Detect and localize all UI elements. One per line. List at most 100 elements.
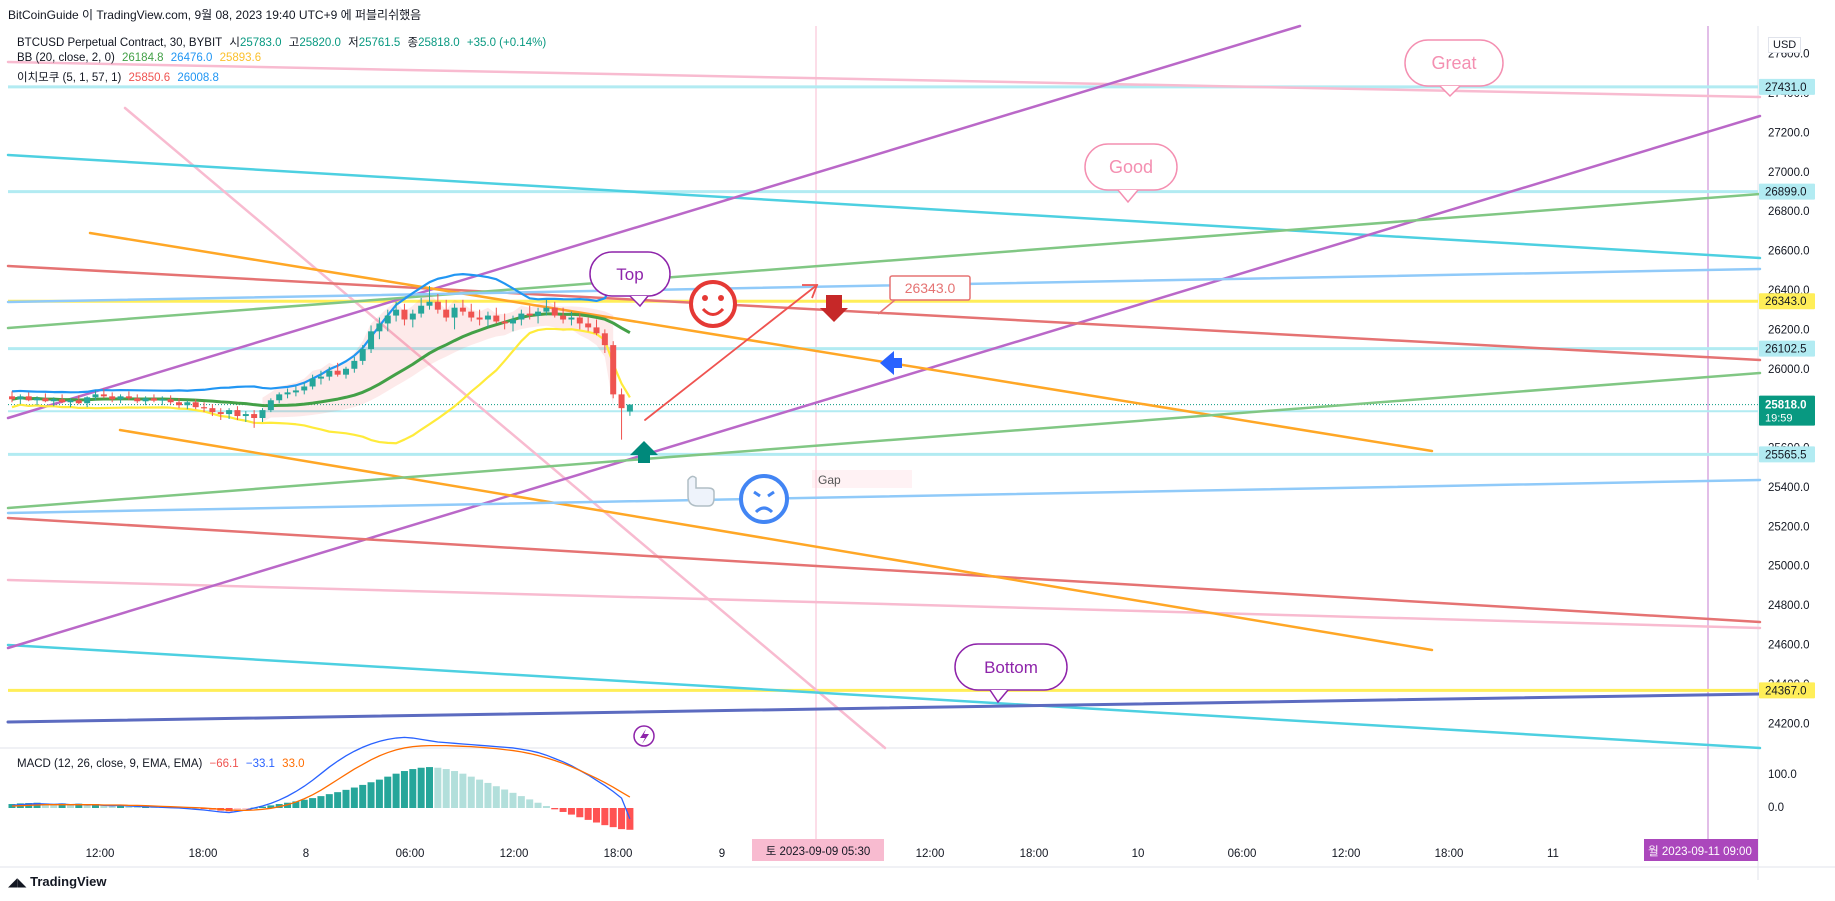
price-level-tag-text: 26102.5 [1765, 344, 1807, 356]
pink-lower-line [6, 578, 1762, 630]
price-level-tag-text: 26343.0 [1765, 296, 1807, 308]
price-level-tag: 24367.0 [1759, 682, 1815, 699]
price-tick-label: 24200.0 [1768, 718, 1810, 730]
price-level-tag-text: 26899.0 [1765, 187, 1807, 199]
macd-histogram-bar [292, 801, 300, 808]
cyan-lower-line [6, 643, 1762, 750]
macd-histogram-bar [601, 808, 609, 826]
candle-body [84, 397, 91, 404]
time-tick-label: 11 [1547, 848, 1559, 860]
bb-basis-value: 26184.8 [122, 52, 164, 64]
pink-resistance-line [6, 60, 1762, 99]
price-level-tag: 26102.5 [1759, 340, 1815, 357]
candle-body [535, 311, 542, 316]
top-bubble-tail [629, 295, 649, 308]
candle-body [42, 398, 49, 402]
time-tick-label: 06:00 [396, 848, 425, 860]
projection-arrow-head [802, 284, 819, 299]
candle-body [267, 400, 274, 411]
left-arrow-icon [880, 351, 902, 375]
candle-body [67, 400, 74, 403]
macd-histogram-bar [609, 808, 617, 828]
candle-body [601, 333, 608, 346]
candle-body [576, 317, 583, 324]
chart-grid [0, 26, 1835, 880]
candle-body [551, 307, 558, 316]
candle-body [501, 321, 508, 324]
candle-body [518, 313, 525, 320]
candle-body [17, 396, 24, 400]
candle-body [418, 305, 425, 314]
ichimoku-legend[interactable]: 이치모쿠 (5, 1, 57, 1) 25850.6 26008.8 [17, 69, 223, 85]
candle-body [510, 319, 516, 324]
tradingview-logo[interactable]: ◢◣ TradingView [8, 874, 106, 889]
time-tick-label: 18:00 [604, 848, 633, 860]
up-arrow-icon [630, 441, 658, 463]
bb-lower-band [11, 327, 631, 445]
time-tick-label: 8 [303, 848, 309, 860]
time-axis[interactable]: 12:00 18:00 8 06:00 12:00 18:00 9 06:00 12:00 18:… [86, 839, 1758, 861]
macd-legend[interactable]: MACD (12, 26, close, 9, EMA, EMA) −66.1 … [17, 758, 309, 770]
price-level-tag-text: 25565.5 [1765, 449, 1807, 461]
bb-label: BB (20, close, 2, 0) [17, 52, 115, 64]
macd-histogram-bar [467, 776, 475, 808]
macd-histogram-bar [417, 767, 425, 808]
price-axis[interactable]: 27600.027400.027200.027000.026800.026600… [1759, 49, 1815, 814]
crosshair-date-tag-2-bg [1644, 839, 1758, 861]
candle-body [526, 313, 533, 316]
candle-body [459, 307, 466, 312]
candle-body [434, 301, 441, 310]
time-tick-label: 06:00 [1228, 848, 1257, 860]
price-tick-label: 24800.0 [1768, 600, 1810, 612]
price-level-tag-text: 24367.0 [1765, 685, 1807, 697]
candle-body [184, 402, 191, 406]
sad-face [739, 474, 789, 524]
macd-hist-value: −66.1 [209, 758, 239, 770]
blue-upper-line [6, 267, 1762, 304]
macd-histogram-bar [459, 773, 467, 808]
time-tick-label: 12:00 [916, 848, 945, 860]
last-price-countdown: 19:59 [1765, 413, 1793, 425]
macd-histogram-bar [300, 799, 308, 808]
macd-histogram-bar [400, 771, 408, 808]
purple-long-line [6, 114, 1762, 650]
macd-signal-line [11, 744, 631, 811]
macd-histogram-bar [618, 808, 626, 830]
macd-histogram-bar [66, 804, 74, 808]
good-bubble-tail [1117, 189, 1139, 204]
time-tick-label: 10 [1132, 848, 1145, 860]
macd-histogram-bar [325, 794, 333, 808]
bb-upper-value: 26476.0 [170, 52, 213, 64]
high-value: 25820.0 [299, 37, 341, 49]
price-tick-label: 25200.0 [1768, 521, 1810, 533]
candle-body [393, 309, 400, 316]
high-label: 고 [288, 37, 300, 49]
candles [9, 286, 633, 440]
candle-body [359, 349, 366, 361]
great-bubble: Great [1404, 39, 1504, 98]
candle-body [326, 370, 333, 377]
macd-histogram-bar [309, 798, 317, 808]
great-bubble-text: Great [1431, 53, 1476, 73]
gap-zone [812, 470, 912, 488]
bottom-bubble-tail [989, 689, 1009, 704]
symbol-name[interactable]: BTCUSD Perpetual Contract, 30, BYBIT [17, 37, 223, 49]
price-level-tag-bg [1759, 340, 1815, 357]
price-level-tag-text: 27431.0 [1765, 82, 1807, 94]
candle-body [176, 402, 182, 406]
price-tick-label: 26600.0 [1768, 246, 1810, 258]
candle-body [226, 410, 233, 415]
event-lightning-icon [633, 725, 655, 747]
time-tick-label: 12:00 [86, 848, 115, 860]
red-lower-line [6, 516, 1762, 624]
bottom-bubble-shape [954, 643, 1068, 691]
candle-body [376, 323, 383, 332]
bb-legend[interactable]: BB (20, close, 2, 0) 26184.8 26476.0 258… [17, 52, 265, 64]
candle-body [201, 407, 208, 409]
price-tick-label: 25000.0 [1768, 561, 1810, 573]
currency-button[interactable]: USD [1768, 37, 1802, 53]
good-bubble-text: Good [1109, 157, 1153, 177]
macd-histogram-bar [501, 789, 509, 808]
close-label: 종 [407, 37, 419, 49]
